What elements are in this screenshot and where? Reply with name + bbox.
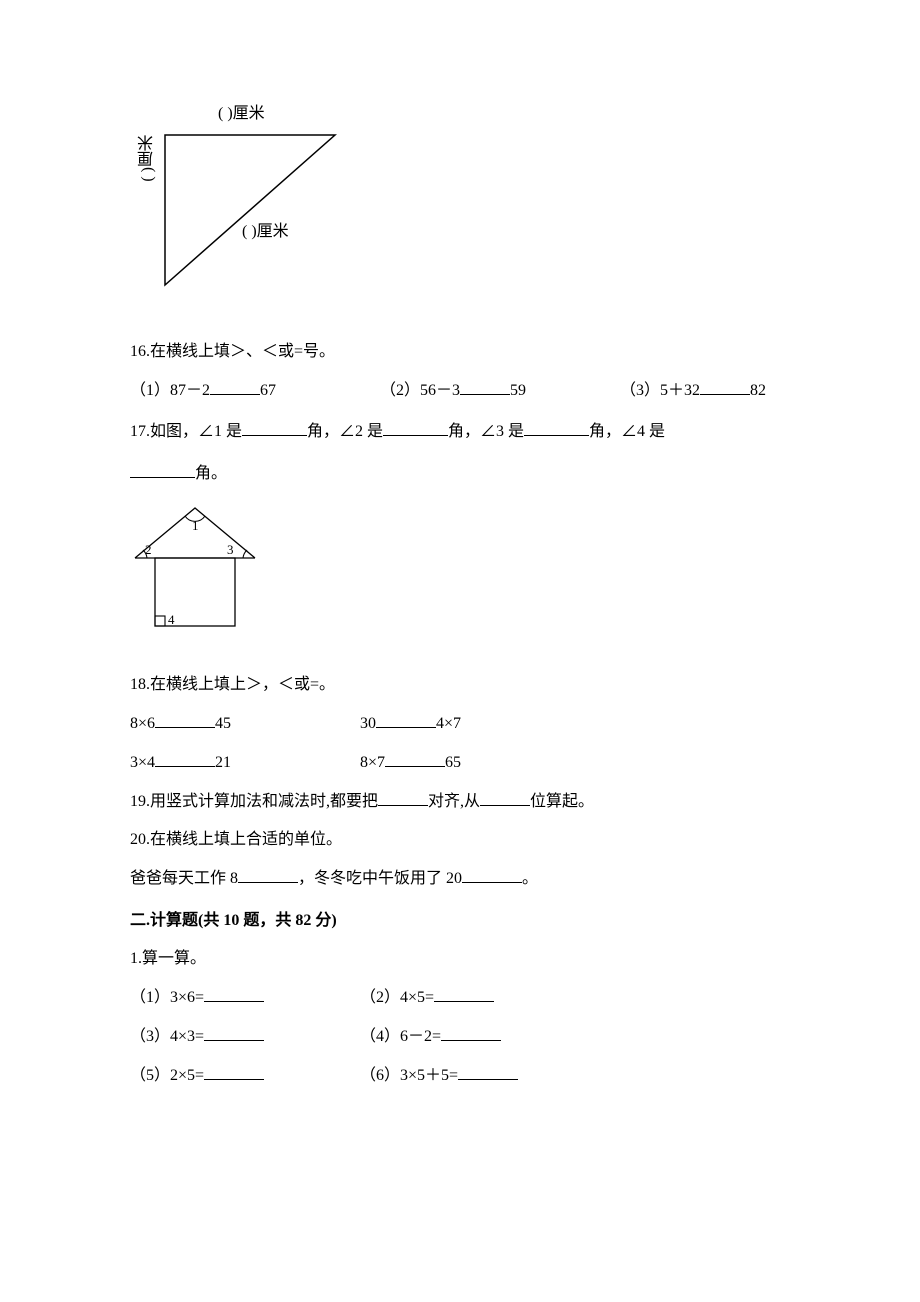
q2-1-i1-text: （1）3×6= bbox=[130, 989, 204, 1006]
blank[interactable] bbox=[155, 711, 215, 728]
q2-1-i4-text: （4）6－2= bbox=[360, 1028, 441, 1045]
q2-1-row-2: （3）4×3= （4）6－2= bbox=[130, 1024, 790, 1049]
q19-a: 19.用竖式计算加法和减法时,都要把 bbox=[130, 793, 378, 810]
blank[interactable] bbox=[460, 378, 510, 395]
blank[interactable] bbox=[210, 378, 260, 395]
q2-1-row-1: （1）3×6= （2）4×5= bbox=[130, 985, 790, 1010]
q16-part-2-pre: （2）56－3 bbox=[380, 382, 460, 399]
blank[interactable] bbox=[480, 789, 530, 806]
q2-1-row-3: （5）2×5= （6）3×5＋5= bbox=[130, 1063, 790, 1088]
q19-b: 对齐,从 bbox=[428, 793, 480, 810]
q2-1-i5-text: （5）2×5= bbox=[130, 1067, 204, 1084]
right-triangle-svg bbox=[160, 130, 340, 290]
page: ( )厘米 ( )厘米 ( )厘米 16.在横线上填＞、＜或=号。 （1）87－… bbox=[0, 0, 920, 1302]
angle-3-label: 3 bbox=[227, 542, 234, 557]
q18-r1-b-post: 4×7 bbox=[436, 715, 461, 732]
q16-part-2: （2）56－3 59 bbox=[380, 378, 620, 403]
q20-a: 爸爸每天工作 8 bbox=[130, 870, 238, 887]
q2-1-item-2: （2）4×5= bbox=[360, 985, 790, 1010]
q18-r2-a-pre: 3×4 bbox=[130, 754, 155, 771]
q16-stem: 16.在横线上填＞、＜或=号。 bbox=[130, 340, 790, 364]
blank[interactable] bbox=[204, 1024, 264, 1041]
q20-stem: 20.在横线上填上合适的单位。 bbox=[130, 828, 790, 852]
q18-r2-a-post: 21 bbox=[215, 754, 231, 771]
q16-part-1-post: 67 bbox=[260, 382, 276, 399]
q16-part-1-pre: （1）87－2 bbox=[130, 382, 210, 399]
blank[interactable] bbox=[238, 866, 298, 883]
q16-part-3-post: 82 bbox=[750, 382, 766, 399]
q18-r1-a-post: 45 bbox=[215, 715, 231, 732]
blank[interactable] bbox=[242, 419, 307, 436]
q2-1-item-1: （1）3×6= bbox=[130, 985, 360, 1010]
blank[interactable] bbox=[434, 985, 494, 1002]
blank[interactable] bbox=[378, 789, 428, 806]
triangle-figure: ( )厘米 ( )厘米 ( )厘米 bbox=[130, 100, 360, 290]
q17-text-a: 17.如图，∠1 是 bbox=[130, 423, 242, 440]
q20-c: 。 bbox=[522, 870, 538, 887]
triangle-top-label: ( )厘米 bbox=[218, 102, 265, 126]
q17-text-c: 角，∠3 是 bbox=[448, 423, 524, 440]
q20-line: 爸爸每天工作 8 ，冬冬吃中午饭用了 20 。 bbox=[130, 866, 790, 891]
q2-1-item-6: （6）3×5＋5= bbox=[360, 1063, 790, 1088]
blank[interactable] bbox=[376, 711, 436, 728]
section-2-title: 二.计算题(共 10 题，共 82 分) bbox=[130, 909, 790, 933]
q19-line: 19.用竖式计算加法和减法时,都要把 对齐,从 位算起。 bbox=[130, 789, 790, 814]
q2-1-i2-text: （2）4×5= bbox=[360, 989, 434, 1006]
q16-part-1: （1）87－2 67 bbox=[130, 378, 380, 403]
q16-part-2-post: 59 bbox=[510, 382, 526, 399]
triangle-left-label: ( )厘米 bbox=[136, 135, 160, 182]
house-svg: 1 2 3 4 bbox=[130, 500, 260, 635]
q20-b: ，冬冬吃中午饭用了 20 bbox=[298, 870, 462, 887]
q2-1-i3-text: （3）4×3= bbox=[130, 1028, 204, 1045]
q18-r2-b-pre: 8×7 bbox=[360, 754, 385, 771]
q18-r1-b: 30 4×7 bbox=[360, 711, 790, 736]
q17-line1: 17.如图，∠1 是 角，∠2 是 角，∠3 是 角，∠4 是 bbox=[130, 417, 790, 447]
angle-4-label: 4 bbox=[168, 612, 175, 627]
q18-row-2: 3×4 21 8×7 65 bbox=[130, 750, 790, 775]
blank[interactable] bbox=[383, 419, 448, 436]
q18-row-1: 8×6 45 30 4×7 bbox=[130, 711, 790, 736]
blank[interactable] bbox=[155, 750, 215, 767]
blank[interactable] bbox=[441, 1024, 501, 1041]
q16-part-3-pre: （3）5＋32 bbox=[620, 382, 700, 399]
q18-r2-a: 3×4 21 bbox=[130, 750, 360, 775]
q18-r2-b: 8×7 65 bbox=[360, 750, 790, 775]
q17-text-b: 角，∠2 是 bbox=[307, 423, 383, 440]
q2-1-item-3: （3）4×3= bbox=[130, 1024, 360, 1049]
blank[interactable] bbox=[700, 378, 750, 395]
q17-text-d: 角，∠4 是 bbox=[589, 423, 665, 440]
q18-r2-b-post: 65 bbox=[445, 754, 461, 771]
q18-stem: 18.在横线上填上＞，＜或=。 bbox=[130, 673, 790, 697]
angle-2-label: 2 bbox=[145, 542, 152, 557]
q17-text-e: 角。 bbox=[195, 465, 227, 482]
blank[interactable] bbox=[385, 750, 445, 767]
q18-r1-a-pre: 8×6 bbox=[130, 715, 155, 732]
q2-1-item-5: （5）2×5= bbox=[130, 1063, 360, 1088]
triangle-hyp-label: ( )厘米 bbox=[242, 220, 289, 244]
q16-part-3: （3）5＋32 82 bbox=[620, 378, 790, 403]
q16-parts: （1）87－2 67 （2）56－3 59 （3）5＋32 82 bbox=[130, 378, 790, 403]
q2-1-stem: 1.算一算。 bbox=[130, 947, 790, 971]
angle-1-label: 1 bbox=[192, 518, 199, 533]
blank[interactable] bbox=[462, 866, 522, 883]
blank[interactable] bbox=[204, 985, 264, 1002]
blank[interactable] bbox=[524, 419, 589, 436]
house-figure: 1 2 3 4 bbox=[130, 500, 790, 643]
q18-r1-a: 8×6 45 bbox=[130, 711, 360, 736]
blank[interactable] bbox=[458, 1063, 518, 1080]
q18-r1-b-pre: 30 bbox=[360, 715, 376, 732]
q17-line2: 角。 bbox=[130, 461, 790, 486]
q19-c: 位算起。 bbox=[530, 793, 594, 810]
blank[interactable] bbox=[204, 1063, 264, 1080]
blank[interactable] bbox=[130, 461, 195, 478]
q2-1-i6-text: （6）3×5＋5= bbox=[360, 1067, 458, 1084]
q2-1-item-4: （4）6－2= bbox=[360, 1024, 790, 1049]
